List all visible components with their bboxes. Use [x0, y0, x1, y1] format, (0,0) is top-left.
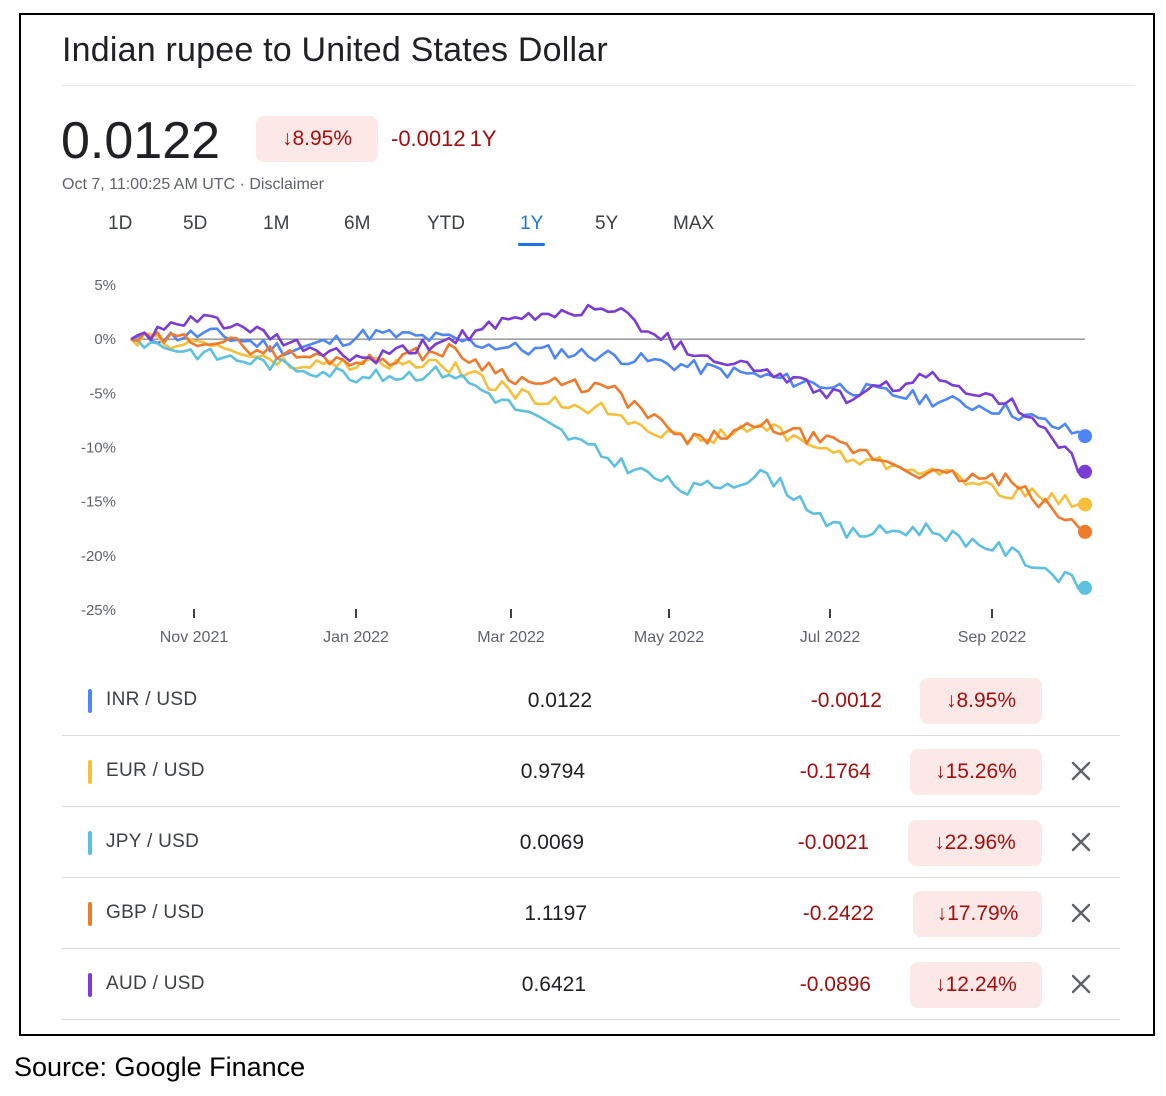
x-tick-label: Mar 2022 — [477, 629, 545, 646]
pair-change-percent-badge: ↓8.95% — [920, 678, 1042, 724]
series-end-point-eur — [1078, 497, 1092, 512]
header-change-percent-badge: ↓8.95% — [256, 116, 378, 162]
row-divider — [62, 735, 1120, 736]
tab-5d[interactable]: 5D — [183, 213, 208, 234]
row-divider — [62, 948, 1120, 949]
row-divider — [62, 1019, 1120, 1020]
pair-label: GBP / USD — [106, 902, 205, 923]
source-caption: Source: Google Finance — [14, 1052, 306, 1082]
tab-6m[interactable]: 6M — [344, 213, 371, 234]
series-line-eur — [130, 331, 1086, 508]
tab-max[interactable]: MAX — [673, 213, 715, 234]
tab-1m[interactable]: 1M — [263, 213, 290, 234]
close-icon[interactable] — [1066, 969, 1096, 999]
series-line-inr — [130, 327, 1086, 438]
page-title: Indian rupee to United States Dollar — [62, 31, 608, 69]
table-row[interactable]: JPY / USD 0.0069 -0.0021 ↓22.96% — [62, 807, 1120, 877]
table-row[interactable]: INR / USD 0.0122 -0.0012 ↓8.95% — [62, 665, 1120, 735]
pair-change: -0.2422 — [802, 902, 874, 925]
row-divider — [62, 877, 1120, 878]
tab-5y[interactable]: 5Y — [595, 213, 619, 234]
pair-label: INR / USD — [106, 689, 198, 710]
title-divider — [62, 85, 1135, 86]
header-change-period: 1Y — [469, 126, 497, 151]
y-tick-label: -10% — [81, 440, 116, 457]
series-end-point-jpy — [1078, 580, 1092, 595]
x-tick-label: May 2022 — [634, 629, 704, 646]
pair-value: 0.0122 — [527, 689, 592, 712]
x-tick-label: Nov 2021 — [160, 629, 229, 646]
pair-change: -0.1764 — [799, 760, 871, 783]
pair-value: 0.9794 — [520, 760, 585, 783]
y-tick-label: -15% — [81, 494, 116, 511]
series-color-swatch — [88, 831, 92, 855]
table-row[interactable]: GBP / USD 1.1197 -0.2422 ↓17.79% — [62, 878, 1120, 948]
table-row[interactable]: EUR / USD 0.9794 -0.1764 ↓15.26% — [62, 736, 1120, 806]
current-price: 0.0122 — [61, 112, 221, 170]
series-end-point-gbp — [1078, 524, 1092, 539]
pair-value: 0.0069 — [519, 831, 584, 854]
close-icon[interactable] — [1066, 756, 1096, 786]
close-icon[interactable] — [1066, 898, 1096, 928]
timestamp-disclaimer: Oct 7, 11:00:25 AM UTC · Disclaimer — [62, 176, 324, 193]
x-tick-label: Jul 2022 — [800, 629, 861, 646]
pair-label: EUR / USD — [106, 760, 205, 781]
range-tabs: 1D 5D 1M 6M YTD 1Y 5Y MAX — [62, 213, 762, 247]
series-color-swatch — [88, 760, 92, 784]
series-line-gbp — [130, 331, 1086, 533]
pair-change-percent-badge: ↓12.24% — [910, 962, 1042, 1008]
pair-change: -0.0012 — [810, 689, 882, 712]
pair-change: -0.0896 — [799, 973, 871, 996]
series-line-aud — [130, 303, 1086, 474]
pair-change-percent-badge: ↓17.79% — [913, 891, 1042, 937]
series-color-swatch — [88, 689, 92, 713]
header-change-abs: -0.0012 — [391, 126, 466, 151]
pair-change-percent-badge: ↓15.26% — [910, 749, 1042, 795]
series-color-swatch — [88, 973, 92, 997]
y-tick-label: 5% — [94, 277, 116, 294]
y-tick-label: 0% — [94, 331, 116, 348]
tab-1y[interactable]: 1Y — [517, 213, 546, 246]
pair-label: JPY / USD — [106, 831, 200, 852]
tab-1d[interactable]: 1D — [108, 213, 133, 234]
pair-change: -0.0021 — [797, 831, 869, 854]
comparison-line-chart: 5% 0% -5% -10% -15% -20% -25% Nov 2021 Jan 2022 M… — [81, 277, 1092, 646]
y-tick-label: -5% — [89, 385, 116, 402]
row-divider — [62, 806, 1120, 807]
pair-value: 0.6421 — [521, 973, 586, 996]
series-end-point-aud — [1078, 464, 1092, 479]
pair-value: 1.1197 — [524, 902, 587, 925]
pair-label: AUD / USD — [106, 973, 205, 994]
series-end-point-inr — [1078, 429, 1092, 444]
x-tick-label: Jan 2022 — [323, 629, 389, 646]
series-line-jpy — [130, 337, 1086, 590]
x-tick-label: Sep 2022 — [958, 629, 1027, 646]
close-icon[interactable] — [1066, 827, 1096, 857]
finance-card: Indian rupee to United States Dollar 0.0… — [19, 13, 1155, 1036]
y-tick-label: -25% — [81, 602, 116, 619]
tab-ytd[interactable]: YTD — [427, 213, 465, 234]
y-tick-label: -20% — [81, 548, 116, 565]
table-row[interactable]: AUD / USD 0.6421 -0.0896 ↓12.24% — [62, 949, 1120, 1019]
pair-change-percent-badge: ↓22.96% — [908, 820, 1042, 866]
header-change-text: -0.0012 1Y — [391, 126, 497, 152]
series-color-swatch — [88, 902, 92, 926]
